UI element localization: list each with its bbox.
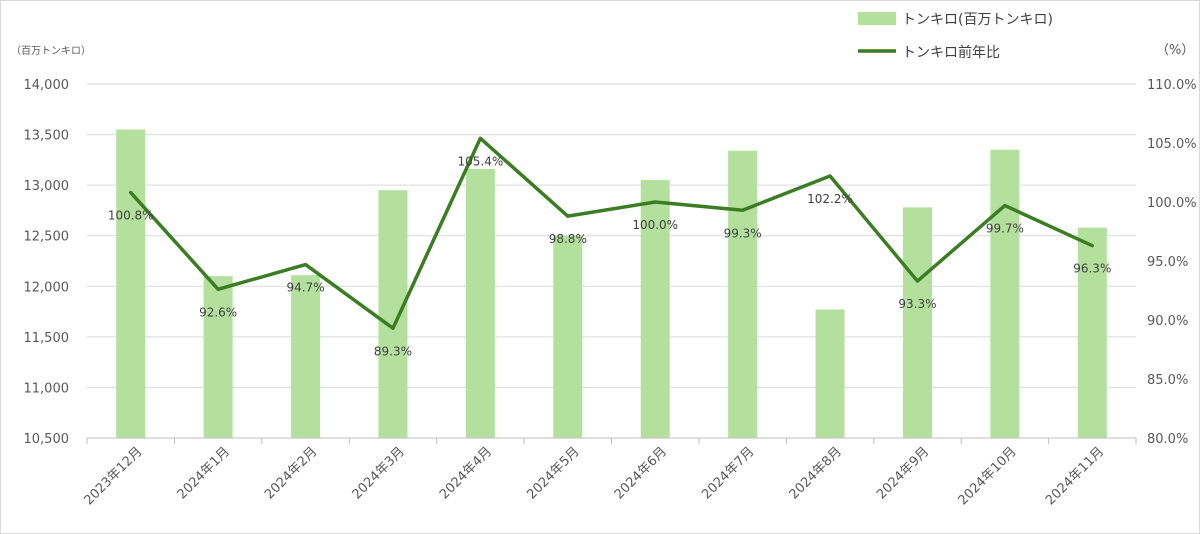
x-axis-tick-label: 2024年3月 [350, 444, 408, 502]
line-series [128, 136, 1095, 331]
left-axis-tick-label: 11,500 [24, 331, 70, 346]
x-axis-tick-label: 2024年11月 [1043, 444, 1107, 508]
x-axis-tick-label: 2024年5月 [524, 444, 582, 502]
line-data-label: 93.3% [898, 297, 936, 311]
line-data-label: 99.7% [986, 222, 1024, 236]
left-axis-tick-label: 12,500 [24, 230, 70, 245]
legend-line-label: トンキロ前年比 [902, 44, 1000, 61]
left-axis-tick-label: 10,500 [24, 432, 70, 447]
bar [553, 235, 583, 438]
legend-bar-label: トンキロ(百万トンキロ) [902, 12, 1053, 28]
bar [1077, 227, 1107, 438]
right-axis-tick-label: 105.0% [1147, 137, 1197, 152]
bar [815, 309, 845, 438]
bar [990, 149, 1020, 438]
line-data-label: 89.3% [374, 344, 412, 358]
bar-series [116, 129, 1107, 439]
line-data-label: 100.8% [108, 209, 154, 223]
line-data-label: 98.8% [549, 232, 587, 246]
bar [465, 168, 495, 438]
legend-bar-swatch [858, 12, 896, 25]
x-axis-tick-label: 2024年9月 [874, 444, 932, 502]
left-axis-tick-label: 14,000 [24, 78, 70, 93]
left-axis-tick-label: 13,500 [24, 129, 70, 144]
x-axis-tick-label: 2024年1月 [175, 444, 233, 502]
line-data-label: 99.3% [724, 226, 762, 240]
left-axis-unit: （百万トンキロ） [11, 45, 91, 57]
x-axis-tick-label: 2024年8月 [787, 444, 845, 502]
right-axis-ticks: 80.0% 85.0% 90.0% 95.0% 100.0% 105.0% 110.0% [1147, 78, 1197, 447]
bar [728, 150, 758, 439]
right-axis-unit: （%） [1156, 43, 1194, 58]
gridlines [87, 83, 1136, 388]
line-data-label: 92.6% [199, 305, 237, 319]
right-axis-tick-label: 80.0% [1147, 432, 1188, 447]
x-axis-tick-label: 2024年6月 [612, 444, 670, 502]
left-axis-tick-label: 11,000 [24, 381, 70, 396]
bar [116, 129, 146, 438]
left-axis-tick-label: 13,000 [24, 179, 70, 194]
line-data-labels: 100.8% 92.6% 94.7% 89.3% 105.4% 98.8% 100.0% 99… [108, 154, 1112, 358]
line-data-label: 105.4% [457, 154, 503, 168]
left-axis-tick-label: 12,000 [24, 280, 70, 295]
line-data-label: 102.2% [807, 192, 853, 206]
bar [203, 276, 233, 438]
bar [291, 275, 321, 438]
bar [640, 180, 670, 439]
left-axis-ticks: 10,500 11,000 11,500 12,000 12,500 13,000 13,5… [24, 78, 70, 447]
x-axis-ticks: 2023年12月 2024年1月 2024年2月 2024年3月 2024年4月 2024… [81, 444, 1107, 508]
x-axis-tick-label: 2024年4月 [437, 444, 495, 502]
bar [902, 207, 932, 438]
x-axis-tick-label: 2023年12月 [81, 444, 145, 508]
line-path [128, 136, 1095, 331]
right-axis-tick-label: 100.0% [1147, 196, 1197, 211]
right-axis-tick-label: 90.0% [1147, 314, 1188, 329]
right-axis-tick-label: 95.0% [1147, 255, 1188, 270]
line-data-label: 100.0% [632, 218, 678, 232]
bar [378, 190, 408, 438]
x-axis-tick-label: 2024年2月 [262, 444, 320, 502]
x-axis-tick-label: 2024年7月 [699, 444, 757, 502]
legend: トンキロ(百万トンキロ) トンキロ前年比 [858, 12, 1053, 61]
axes [86, 437, 1137, 444]
right-axis-tick-label: 85.0% [1147, 373, 1188, 388]
line-data-label: 96.3% [1073, 262, 1111, 276]
line-data-label: 94.7% [286, 281, 324, 295]
x-axis-tick-label: 2024年10月 [956, 444, 1020, 508]
right-axis-tick-label: 110.0% [1147, 78, 1197, 93]
